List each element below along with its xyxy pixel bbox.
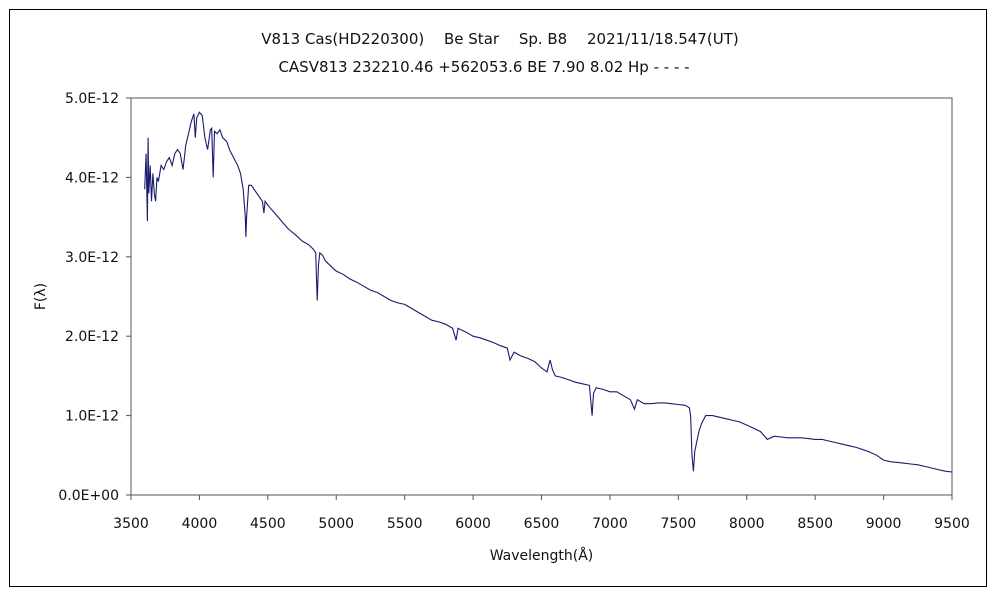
chart-subtitle: CASV813 232210.46 +562053.6 BE 7.90 8.02…	[278, 58, 690, 76]
x-tick-label: 6000	[455, 516, 491, 532]
y-tick-label: 0.0E+00	[58, 488, 119, 504]
y-tick-label: 3.0E-12	[65, 250, 119, 266]
x-axis-label: Wavelength(Å)	[490, 547, 594, 564]
x-tick-label: 8500	[797, 516, 833, 532]
x-axis: 3500 4000 4500 5000 5500 6000 6500 7000 7500 8000…	[113, 495, 970, 532]
y-tick-label: 2.0E-12	[65, 329, 119, 345]
x-tick-label: 9000	[866, 516, 902, 532]
x-tick-label: 8000	[729, 516, 765, 532]
y-tick-label: 4.0E-12	[65, 170, 119, 186]
x-tick-label: 5000	[318, 516, 354, 532]
plot-area	[130, 97, 953, 496]
y-tick-label: 1.0E-12	[65, 409, 119, 425]
y-tick-label: 5.0E-12	[65, 91, 119, 107]
spectrum-line	[144, 111, 953, 473]
x-tick-label: 6500	[524, 516, 560, 532]
x-tick-label: 3500	[113, 516, 149, 532]
x-tick-label: 5500	[387, 516, 423, 532]
x-tick-label: 4500	[250, 516, 286, 532]
chart-title: V813 Cas(HD220300) Be Star Sp. B8 2021/1…	[261, 30, 739, 48]
y-axis: 0.0E+00 1.0E-12 2.0E-12 3.0E-12 4.0E-12 5.0E-…	[58, 91, 131, 504]
chart-frame	[9, 9, 987, 587]
x-tick-label: 4000	[182, 516, 218, 532]
x-tick-label: 7500	[661, 516, 697, 532]
y-axis-label: F(λ)	[33, 283, 49, 310]
x-tick-label: 7000	[592, 516, 628, 532]
x-tick-label: 9500	[934, 516, 970, 532]
